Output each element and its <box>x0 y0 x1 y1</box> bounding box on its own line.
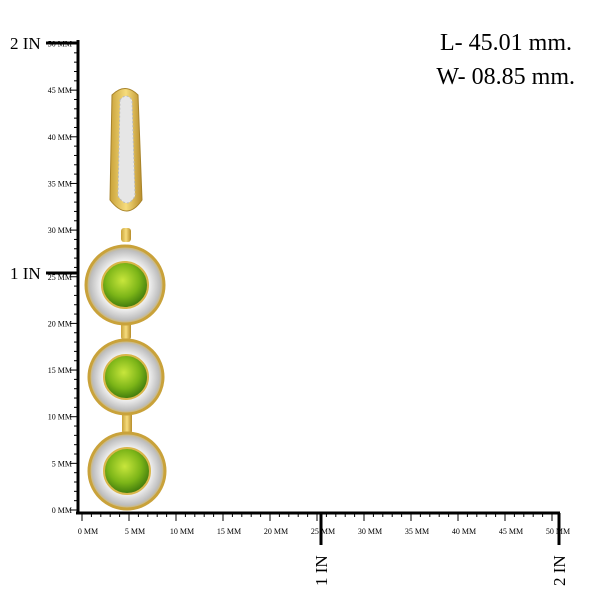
horizontal-mm-label: 40 MM <box>452 527 476 536</box>
vertical-mm-label: 5 MM <box>52 459 72 468</box>
horizontal-mm-label: 10 MM <box>170 527 194 536</box>
vertical-mm-label: 0 MM <box>52 506 72 515</box>
horizontal-mm-label: 30 MM <box>358 527 382 536</box>
earring <box>84 88 167 511</box>
link <box>121 228 131 242</box>
width: W- 08.85 mm. <box>436 64 575 90</box>
ruler: 0 MM 5 MM 10 MM 15 MM 20 MM 25 MM 30 MM 35 MM 40… <box>10 34 570 586</box>
vertical-mm-label: 40 MM <box>48 133 72 142</box>
horizontal-mm-label: 25 MM <box>311 527 335 536</box>
vertical-mm-label: 15 MM <box>48 366 72 375</box>
vertical-inch-label: 1 IN <box>10 264 41 283</box>
horizontal-mm-label: 45 MM <box>499 527 523 536</box>
vertical-mm-label: 10 MM <box>48 413 72 422</box>
gem <box>103 447 151 495</box>
vertical-inch-label: 2 IN <box>10 34 41 53</box>
link <box>122 412 132 434</box>
gem <box>101 261 149 309</box>
horizontal-mm-label: 5 MM <box>125 527 145 536</box>
horizontal-mm-label: 15 MM <box>217 527 241 536</box>
horizontal-mm-label: 35 MM <box>405 527 429 536</box>
vertical-mm-label: 30 MM <box>48 226 72 235</box>
horizontal-inch-label: 2 IN <box>550 555 569 586</box>
vertical-mm-label: 35 MM <box>48 179 72 188</box>
horizontal-mm-label: 20 MM <box>264 527 288 536</box>
vertical-mm-label: 20 MM <box>48 319 72 328</box>
bail-stones <box>117 95 136 204</box>
gem <box>103 354 149 400</box>
length: L- 45.01 mm. <box>440 30 572 56</box>
vertical-mm-label: 25 MM <box>48 273 72 282</box>
horizontal-mm-label: 0 MM <box>78 527 98 536</box>
horizontal-inch-label: 1 IN <box>312 555 331 586</box>
vertical-mm-label: 45 MM <box>48 86 72 95</box>
